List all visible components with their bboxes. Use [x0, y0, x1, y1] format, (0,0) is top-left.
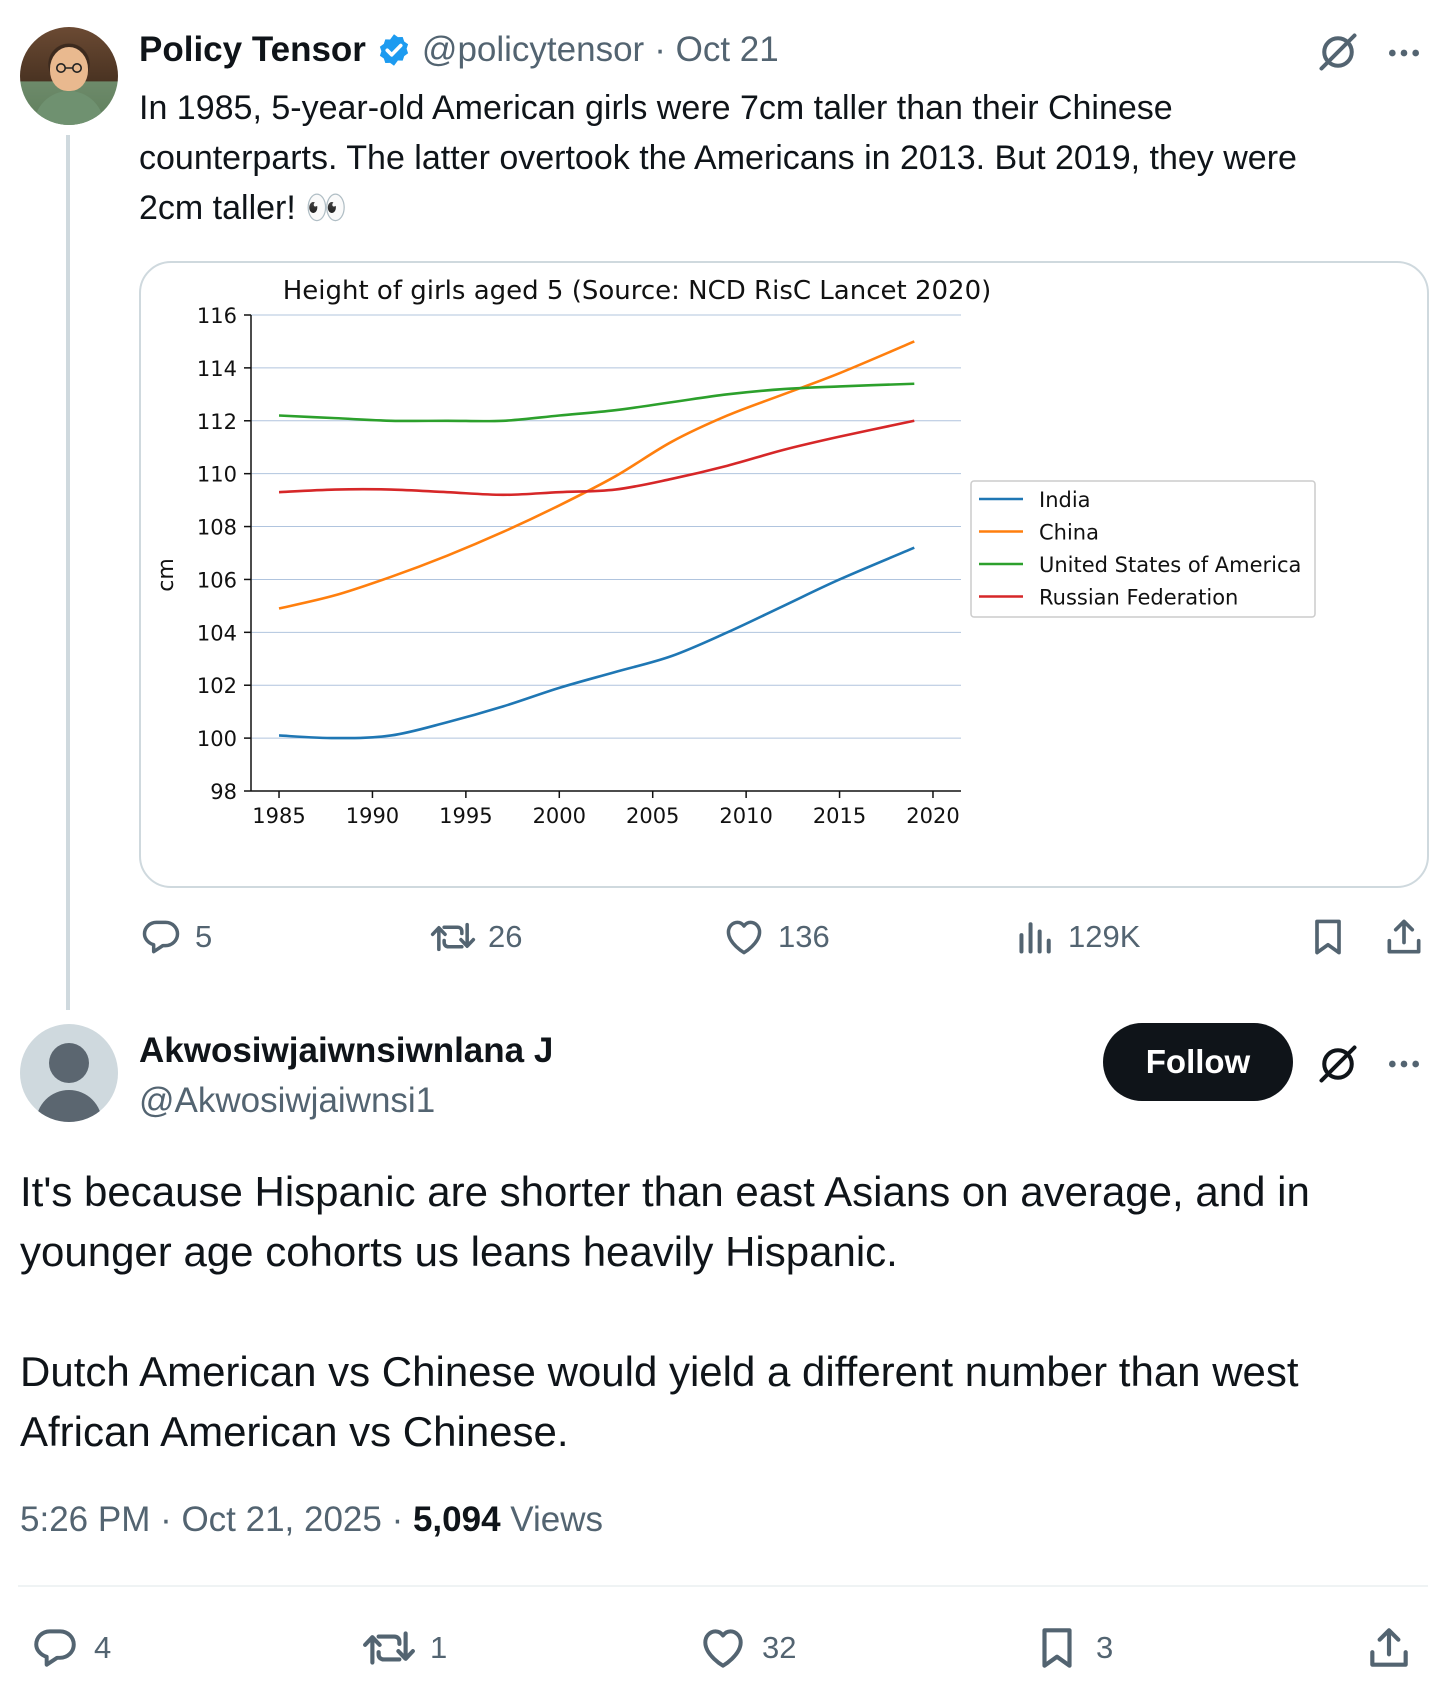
- reply-text-line: younger age cohorts us leans heavily His…: [20, 1228, 898, 1275]
- y-tick-label: 98: [210, 780, 237, 804]
- views-action[interactable]: 129K: [1016, 915, 1140, 959]
- analytics-icon: [1019, 922, 1051, 954]
- x-tick-label: 1990: [346, 804, 399, 828]
- follow-button[interactable]: Follow: [1103, 1023, 1293, 1101]
- tweet-header: Policy Tensor @policytensor · Oct 21: [139, 30, 779, 70]
- views-count: 129K: [1068, 919, 1141, 954]
- reply-like-count: 32: [762, 1630, 797, 1665]
- grok-icon[interactable]: [1316, 30, 1360, 74]
- series-line-united-states-of-america: [278, 382, 915, 423]
- reply-icon: [34, 1629, 76, 1667]
- series-line-russian-federation: [278, 419, 915, 497]
- series-line-india: [278, 546, 915, 740]
- reply-text-line: It's because Hispanic are shorter than e…: [20, 1168, 1310, 1215]
- heart-icon: [703, 1629, 743, 1668]
- x-tick-label: 1995: [439, 804, 492, 828]
- share-icon[interactable]: [1382, 915, 1426, 959]
- author-name[interactable]: Policy Tensor: [139, 30, 366, 69]
- tweet-text-line: counterparts. The latter overtook the Am…: [139, 139, 1297, 177]
- y-tick-label: 106: [197, 568, 237, 592]
- reply-text-line: Dutch American vs Chinese would yield a …: [20, 1348, 1299, 1395]
- reply-author-name[interactable]: Akwosiwjaiwnsiwnlana J: [139, 1031, 554, 1070]
- reply-action[interactable]: 5: [139, 915, 212, 959]
- height-chart: Height of girls aged 5 (Source: NCD RisC…: [154, 276, 1316, 828]
- default-avatar-body-icon: [36, 1090, 102, 1122]
- bookmark-icon: [1042, 1628, 1072, 1668]
- avatar-shirt: [34, 91, 104, 125]
- avatar-glasses: [56, 63, 82, 73]
- series-line-china: [278, 340, 915, 610]
- y-axis-label: cm: [154, 558, 179, 592]
- y-tick-label: 104: [197, 621, 237, 645]
- reply-meta: 5:26 PM · Oct 21, 2025 · 5,094 Views: [20, 1500, 603, 1540]
- tweet-date[interactable]: · Oct 21: [654, 30, 779, 69]
- reply-bookmark-count: 3: [1096, 1630, 1114, 1665]
- legend-label: India: [1039, 488, 1091, 512]
- tweet-text: In 1985, 5-year-old American girls were …: [139, 83, 1429, 233]
- reply-reply-count: 4: [94, 1630, 112, 1665]
- like-count: 136: [778, 919, 830, 954]
- default-avatar-head-icon: [49, 1043, 89, 1083]
- thread-line: [66, 135, 70, 1010]
- chart-series: [278, 340, 915, 740]
- tweet-text-line: In 1985, 5-year-old American girls were …: [139, 89, 1173, 127]
- grok-icon[interactable]: [1316, 1042, 1360, 1086]
- y-tick-label: 110: [197, 463, 237, 487]
- y-axis: 98 100 102 104 106 108 110 112 114 116: [197, 304, 252, 804]
- heart-icon: [726, 920, 762, 955]
- reply-timestamp[interactable]: 5:26 PM · Oct 21, 2025 ·: [20, 1500, 413, 1539]
- x-tick-label: 2015: [813, 804, 866, 828]
- reply-author-handle[interactable]: @Akwosiwjaiwnsi1: [139, 1081, 436, 1120]
- x-tick-label: 1985: [252, 804, 305, 828]
- x-tick-label: 2010: [719, 804, 772, 828]
- legend-label: Russian Federation: [1039, 586, 1238, 610]
- reply-author-avatar[interactable]: [20, 1024, 118, 1122]
- divider: [18, 1585, 1428, 1587]
- reply-repost-count: 1: [430, 1630, 448, 1665]
- reply-text: It's because Hispanic are shorter than e…: [20, 1162, 1440, 1462]
- x-tick-label: 2000: [533, 804, 586, 828]
- reply-views-count: 5,094: [412, 1500, 501, 1539]
- y-tick-label: 114: [197, 357, 237, 381]
- x-tick-label: 2020: [906, 804, 959, 828]
- reply-views-label: Views: [500, 1500, 604, 1539]
- reply-repost-action[interactable]: 1: [362, 1623, 447, 1673]
- repost-icon: [430, 922, 476, 952]
- y-tick-label: 108: [197, 516, 237, 540]
- y-tick-label: 112: [197, 410, 237, 434]
- repost-icon: [363, 1631, 415, 1665]
- repost-count: 26: [488, 919, 523, 954]
- share-icon[interactable]: [1364, 1623, 1414, 1673]
- more-options-icon[interactable]: [1384, 33, 1424, 73]
- x-axis: 1985 1990 1995 2000 2005 2010 2015 2020: [251, 790, 961, 828]
- repost-action[interactable]: 26: [430, 915, 522, 959]
- tweet-text-line: 2cm taller! 👀: [139, 189, 348, 227]
- reply-text-line: African American vs Chinese.: [20, 1408, 569, 1455]
- more-options-icon[interactable]: [1384, 1044, 1424, 1084]
- verified-badge-icon: [379, 34, 409, 66]
- reply-like-action[interactable]: 32: [698, 1623, 796, 1673]
- y-tick-label: 102: [197, 674, 237, 698]
- reply-count: 5: [195, 919, 213, 954]
- chart-image-card[interactable]: Height of girls aged 5 (Source: NCD RisC…: [139, 261, 1429, 888]
- legend-box: [970, 480, 1316, 618]
- x-tick-label: 2005: [626, 804, 679, 828]
- legend-label: United States of America: [1039, 553, 1301, 577]
- reply-bookmark-action[interactable]: 3: [1032, 1623, 1113, 1673]
- reply-icon: [142, 920, 180, 954]
- bookmark-icon[interactable]: [1306, 915, 1350, 959]
- like-action[interactable]: 136: [722, 915, 830, 959]
- reply-reply-action[interactable]: 4: [30, 1623, 111, 1673]
- author-handle[interactable]: @policytensor: [421, 30, 645, 69]
- y-tick-label: 100: [197, 727, 237, 751]
- legend-label: China: [1039, 521, 1099, 545]
- chart-legend: India China United States of America Russia…: [970, 480, 1316, 618]
- chart-title: Height of girls aged 5 (Source: NCD RisC…: [283, 276, 992, 306]
- y-tick-label: 116: [197, 304, 237, 328]
- author-avatar[interactable]: [20, 27, 118, 125]
